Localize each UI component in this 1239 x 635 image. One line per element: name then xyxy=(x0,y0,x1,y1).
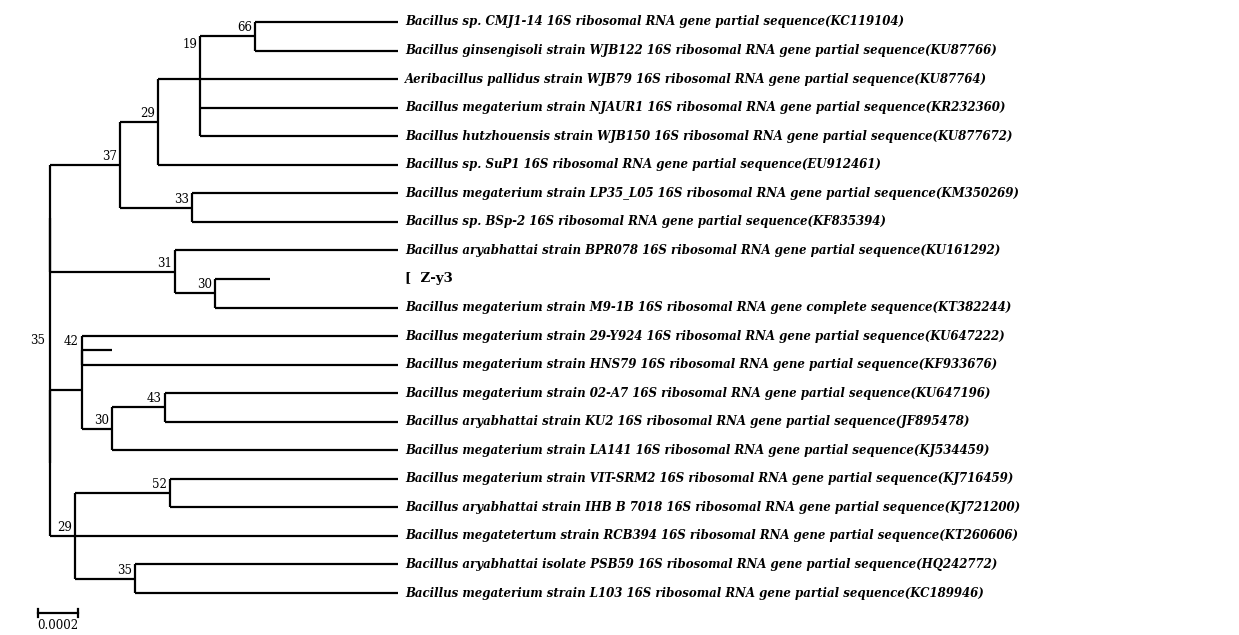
Text: 66: 66 xyxy=(237,22,252,34)
Text: Bacillus sp. CMJ1-14 16S ribosomal RNA gene partial sequence(KC119104): Bacillus sp. CMJ1-14 16S ribosomal RNA g… xyxy=(405,15,904,29)
Text: Bacillus megaterium strain 29-Y924 16S ribosomal RNA gene partial sequence(KU647: Bacillus megaterium strain 29-Y924 16S r… xyxy=(405,330,1005,342)
Text: Bacillus aryabhattai isolate PSB59 16S ribosomal RNA gene partial sequence(HQ242: Bacillus aryabhattai isolate PSB59 16S r… xyxy=(405,558,997,571)
Text: 29: 29 xyxy=(140,107,155,120)
Text: Bacillus aryabhattai strain IHB B 7018 16S ribosomal RNA gene partial sequence(K: Bacillus aryabhattai strain IHB B 7018 1… xyxy=(405,501,1020,514)
Text: Bacillus megatetertum strain RCB394 16S ribosomal RNA gene partial sequence(KT26: Bacillus megatetertum strain RCB394 16S … xyxy=(405,530,1018,542)
Text: [  Z-y3: [ Z-y3 xyxy=(405,272,452,286)
Text: 30: 30 xyxy=(94,414,109,427)
Text: Bacillus megaterium strain HNS79 16S ribosomal RNA gene partial sequence(KF93367: Bacillus megaterium strain HNS79 16S rib… xyxy=(405,358,997,371)
Text: 33: 33 xyxy=(173,192,190,206)
Text: 43: 43 xyxy=(147,392,162,405)
Text: 30: 30 xyxy=(197,278,212,291)
Text: Bacillus megaterium strain 02-A7 16S ribosomal RNA gene partial sequence(KU64719: Bacillus megaterium strain 02-A7 16S rib… xyxy=(405,387,990,399)
Text: 35: 35 xyxy=(116,564,133,577)
Text: Bacillus megaterium strain LA141 16S ribosomal RNA gene partial sequence(KJ53445: Bacillus megaterium strain LA141 16S rib… xyxy=(405,444,990,457)
Text: Bacillus sp. BSp-2 16S ribosomal RNA gene partial sequence(KF835394): Bacillus sp. BSp-2 16S ribosomal RNA gen… xyxy=(405,215,886,229)
Text: 52: 52 xyxy=(152,478,167,491)
Text: Bacillus megaterium strain L103 16S ribosomal RNA gene partial sequence(KC189946: Bacillus megaterium strain L103 16S ribo… xyxy=(405,587,984,599)
Text: 37: 37 xyxy=(102,150,116,163)
Text: Bacillus sp. SuP1 16S ribosomal RNA gene partial sequence(EU912461): Bacillus sp. SuP1 16S ribosomal RNA gene… xyxy=(405,158,881,171)
Text: 42: 42 xyxy=(64,335,79,349)
Text: Bacillus aryabhattai strain BPR078 16S ribosomal RNA gene partial sequence(KU161: Bacillus aryabhattai strain BPR078 16S r… xyxy=(405,244,1000,257)
Text: Bacillus hutzhouensis strain WJB150 16S ribosomal RNA gene partial sequence(KU87: Bacillus hutzhouensis strain WJB150 16S … xyxy=(405,130,1012,143)
Text: 29: 29 xyxy=(57,521,72,534)
Text: 19: 19 xyxy=(182,38,197,51)
Text: 31: 31 xyxy=(157,257,172,270)
Text: Bacillus ginsengisoli strain WJB122 16S ribosomal RNA gene partial sequence(KU87: Bacillus ginsengisoli strain WJB122 16S … xyxy=(405,44,996,57)
Text: Bacillus megaterium strain NJAUR1 16S ribosomal RNA gene partial sequence(KR2323: Bacillus megaterium strain NJAUR1 16S ri… xyxy=(405,101,1005,114)
Text: Bacillus aryabhattai strain KU2 16S ribosomal RNA gene partial sequence(JF895478: Bacillus aryabhattai strain KU2 16S ribo… xyxy=(405,415,969,428)
Text: 0.0002: 0.0002 xyxy=(37,619,78,632)
Text: Bacillus megaterium strain VIT-SRM2 16S ribosomal RNA gene partial sequence(KJ71: Bacillus megaterium strain VIT-SRM2 16S … xyxy=(405,472,1014,485)
Text: 35: 35 xyxy=(30,334,45,347)
Text: Bacillus megaterium strain M9-1B 16S ribosomal RNA gene complete sequence(KT3822: Bacillus megaterium strain M9-1B 16S rib… xyxy=(405,301,1011,314)
Text: Bacillus megaterium strain LP35_L05 16S ribosomal RNA gene partial sequence(KM35: Bacillus megaterium strain LP35_L05 16S … xyxy=(405,187,1018,200)
Text: Aeribacillus pallidus strain WJB79 16S ribosomal RNA gene partial sequence(KU877: Aeribacillus pallidus strain WJB79 16S r… xyxy=(405,72,987,86)
